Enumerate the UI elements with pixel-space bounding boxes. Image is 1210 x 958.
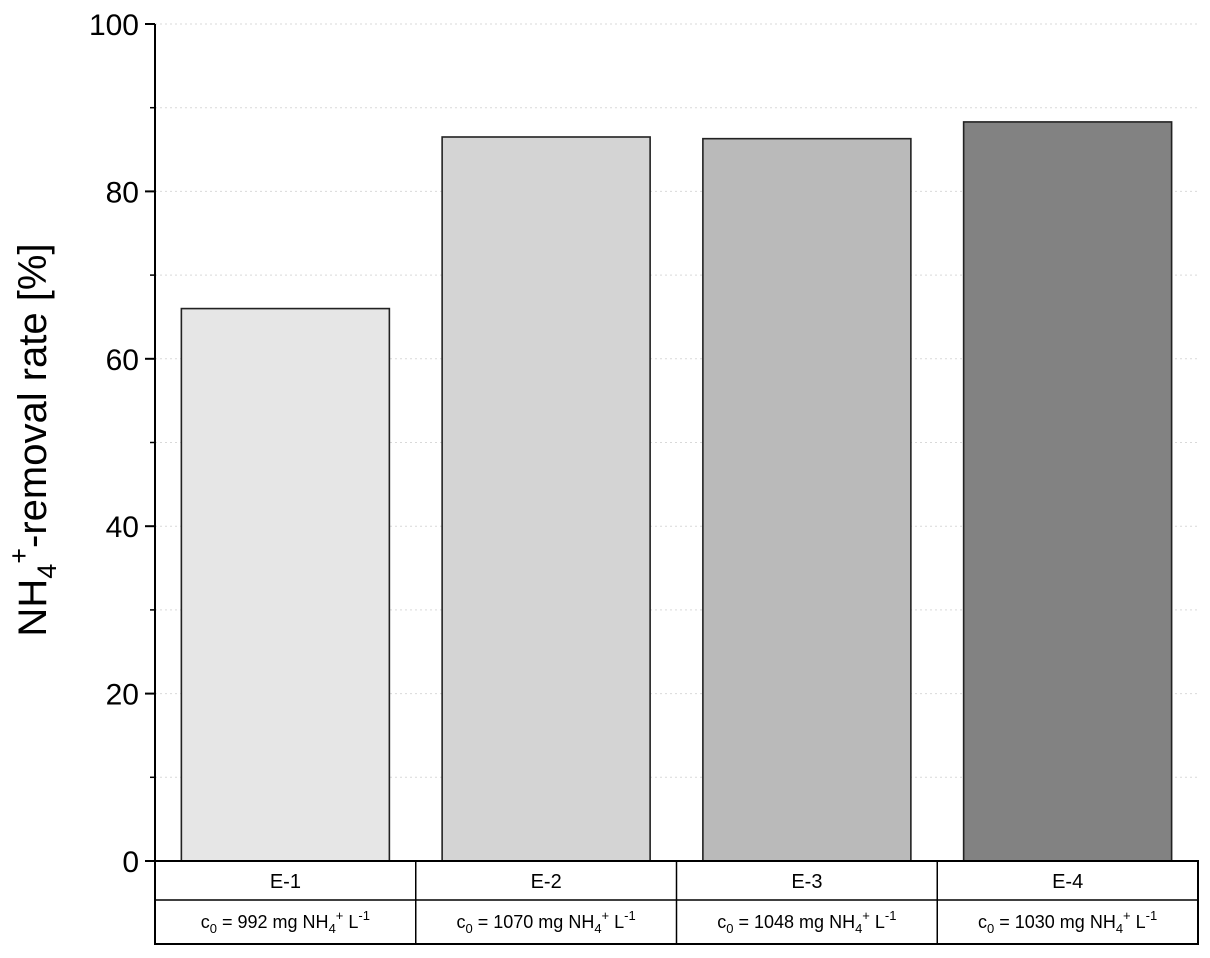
y-axis-label: NH4+-removal rate [%] xyxy=(4,243,62,636)
y-tick-label: 0 xyxy=(122,846,139,879)
condition-label: c0 = 992 mg NH4+ L-1 xyxy=(201,908,370,936)
bar-e-3 xyxy=(702,137,912,862)
grid-lines xyxy=(155,23,1198,778)
bar-e-4 xyxy=(962,121,1173,862)
y-axis-label-main: NH xyxy=(11,579,55,637)
category-table: E-1 c0 = 992 mg NH4+ L-1 E-2 c0 = 1070 mg N… xyxy=(154,860,1199,945)
condition-label: c0 = 1030 mg NH4+ L-1 xyxy=(978,908,1157,936)
bars xyxy=(180,121,1173,862)
y-axis: 0 20 40 60 80 100 xyxy=(89,9,156,879)
y-tick-label: 80 xyxy=(106,176,139,209)
y-tick-label: 60 xyxy=(106,344,139,377)
y-tick-label: 20 xyxy=(106,679,139,712)
category-label: E-2 xyxy=(531,871,562,893)
condition-label: c0 = 1048 mg NH4+ L-1 xyxy=(717,908,896,936)
category-label: E-1 xyxy=(270,871,301,893)
y-axis-label-rest: -removal rate [%] xyxy=(11,243,55,548)
category-label: E-4 xyxy=(1052,871,1083,893)
y-tick-label: 40 xyxy=(106,511,139,544)
bar-e-2 xyxy=(441,136,651,862)
bar-e-1 xyxy=(180,307,391,862)
y-tick-label: 100 xyxy=(89,9,139,42)
y-axis-label-sup: + xyxy=(4,548,34,564)
condition-label: c0 = 1070 mg NH4+ L-1 xyxy=(457,908,636,936)
y-axis-label-sub: 4 xyxy=(32,564,62,579)
category-label: E-3 xyxy=(791,871,822,893)
